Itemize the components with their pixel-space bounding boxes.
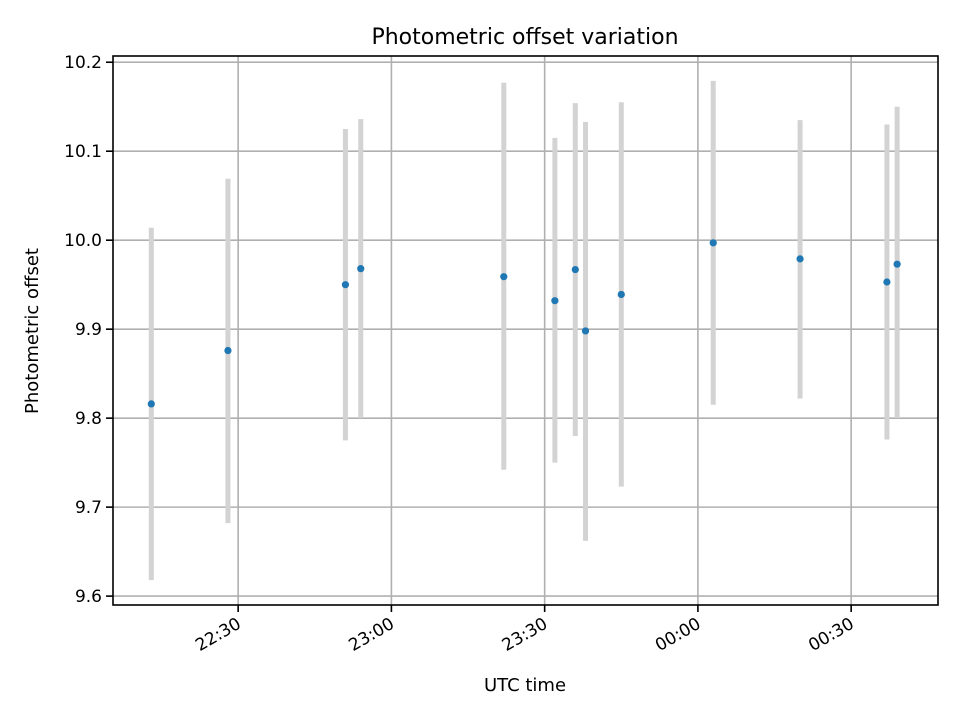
data-point (893, 260, 901, 268)
y-tick-label: 10.2 (64, 53, 102, 73)
data-point (571, 265, 579, 274)
data-point (709, 239, 717, 247)
chart-title: Photometric offset variation (371, 25, 678, 50)
data-point (500, 273, 508, 281)
y-tick-label: 10.0 (64, 231, 102, 251)
data-point (581, 327, 590, 335)
x-tick-label: 00:00 (652, 614, 704, 656)
y-tick-label: 9.8 (75, 409, 102, 429)
x-tick-label: 23:00 (345, 614, 397, 656)
data-point (357, 265, 365, 273)
x-tick-label: 00:30 (805, 614, 857, 656)
data-points (147, 239, 901, 408)
x-tick-label: 22:30 (192, 614, 244, 656)
y-axis-ticks: 9.6 9.7 9.8 9.9 10.0 10.1 10.2 (64, 53, 113, 607)
y-tick-label: 9.6 (75, 587, 102, 607)
plot-frame (112, 55, 939, 606)
data-point (341, 281, 350, 289)
y-tick-label: 9.9 (75, 320, 102, 340)
y-tick-label: 10.1 (64, 142, 102, 162)
error-bars (148, 80, 900, 581)
grid-lines (113, 56, 938, 605)
data-point (796, 255, 804, 263)
data-point (617, 290, 625, 299)
x-axis-label: UTC time (484, 675, 566, 696)
y-axis-label: Photometric offset (22, 248, 43, 414)
y-tick-label: 9.7 (75, 498, 102, 518)
data-point (883, 278, 891, 286)
x-axis-ticks: 22:30 23:00 23:30 00:00 00:30 (192, 605, 858, 656)
data-point (224, 346, 232, 355)
x-tick-label: 23:30 (499, 614, 551, 656)
data-point (551, 297, 559, 305)
data-point (147, 400, 155, 408)
